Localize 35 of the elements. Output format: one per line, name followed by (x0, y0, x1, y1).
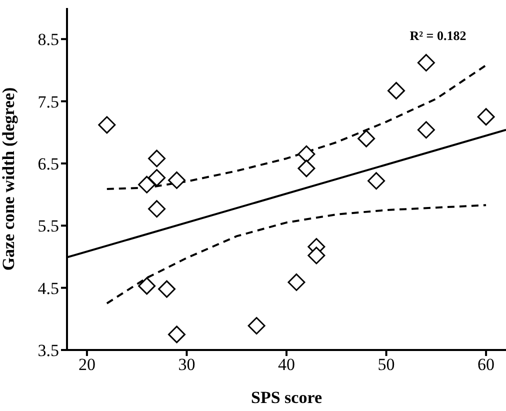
point (168, 171, 186, 189)
point (308, 246, 326, 264)
x-tick-label: 30 (178, 355, 196, 374)
x-tick-label: 20 (78, 355, 96, 374)
y-tick-label: 7.5 (38, 92, 59, 112)
point (298, 145, 316, 163)
point (477, 108, 495, 126)
point (417, 54, 435, 72)
x-tick-label: 60 (478, 355, 495, 374)
point (138, 277, 156, 295)
point (358, 130, 376, 148)
annotation: R² = 0.182 (410, 28, 466, 43)
point (168, 326, 186, 344)
point (148, 169, 166, 187)
point (158, 280, 176, 298)
y-tick-label: 4.5 (38, 278, 59, 298)
y-tick-label: 3.5 (38, 341, 59, 360)
line-series (106, 204, 488, 304)
y-axis-title: Gaze cone width (degree) (0, 87, 18, 271)
y-tick-label: 8.5 (38, 30, 59, 50)
point (148, 150, 166, 168)
point (388, 82, 405, 100)
x-tick-label: 40 (278, 355, 295, 374)
point (368, 172, 386, 190)
point (298, 160, 316, 178)
point (148, 200, 166, 218)
point (98, 116, 116, 134)
y-tick-label: 6.5 (38, 154, 59, 174)
point (288, 273, 306, 291)
x-axis-title: SPS score (251, 388, 322, 407)
point (138, 176, 156, 194)
point (417, 121, 435, 139)
y-tick-label: 5.5 (38, 216, 59, 236)
x-tick-label: 50 (378, 355, 395, 374)
point (248, 317, 266, 334)
